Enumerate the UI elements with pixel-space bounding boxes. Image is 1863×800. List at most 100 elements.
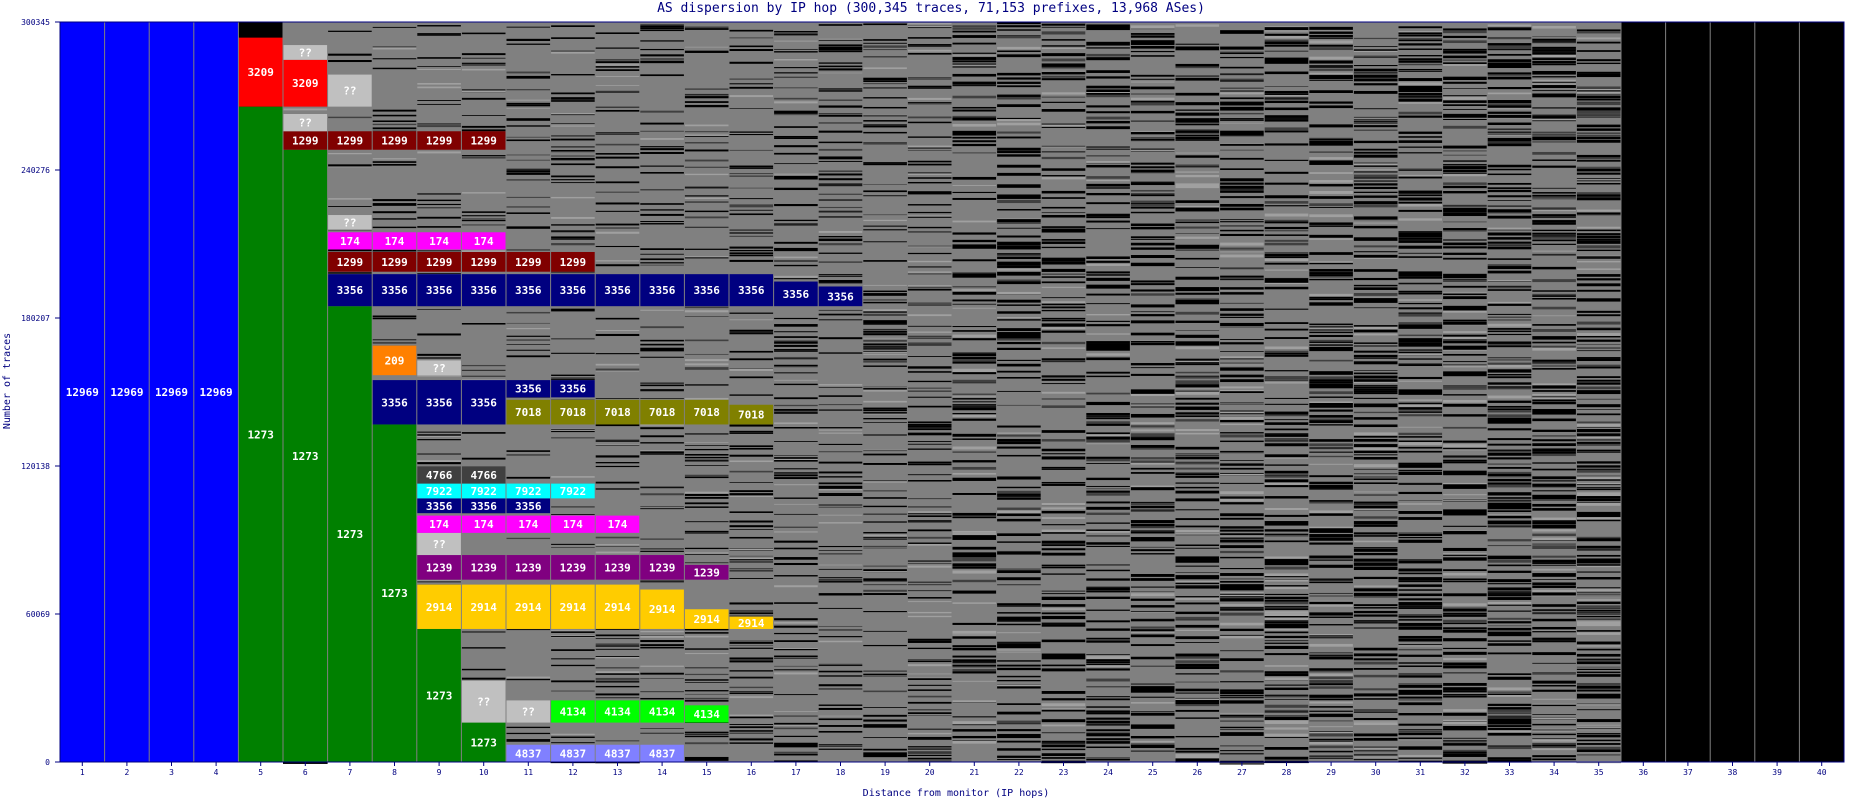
as-stripe: [773, 135, 819, 138]
as-stripe: [1531, 254, 1577, 256]
as-stripe: [1487, 544, 1532, 547]
as-stripe: [1576, 564, 1621, 566]
as-stripe: [952, 338, 997, 341]
as-stripe: [1398, 299, 1443, 301]
as-stripe: [996, 122, 1042, 126]
as-stripe: [1130, 447, 1175, 450]
as-stripe: [1264, 377, 1309, 380]
as-stripe: [506, 226, 551, 229]
as-stripe: [1308, 745, 1354, 749]
as-stripe: [1219, 681, 1265, 683]
as-stripe: [1219, 536, 1265, 539]
as-stripe: [1041, 608, 1086, 611]
as-stripe: [996, 50, 1042, 53]
as-stripe: [1264, 694, 1309, 696]
as-stripe: [818, 178, 863, 181]
segment-hop9-as1299: 1299: [416, 131, 462, 150]
as-stripe: [1308, 172, 1354, 174]
as-segment-label: 1273: [247, 428, 274, 441]
as-stripe: [1308, 668, 1354, 671]
x-tick-label: 26: [1192, 768, 1202, 777]
as-stripe: [595, 181, 640, 184]
as-stripe: [372, 127, 417, 130]
as-stripe: [639, 538, 685, 540]
as-stripe: [1487, 687, 1532, 691]
segment-hop12-as1299: 1299: [550, 251, 596, 272]
as-stripe: [1398, 302, 1443, 305]
as-stripe: [1442, 627, 1488, 630]
as-stripe: [506, 99, 551, 101]
as-stripe: [1487, 373, 1532, 376]
as-stripe: [1219, 106, 1265, 109]
as-stripe: [996, 271, 1042, 274]
as-stripe: [818, 684, 863, 687]
as-stripe: [1219, 32, 1265, 34]
as-stripe: [1353, 350, 1398, 353]
as-stripe: [684, 46, 729, 48]
as-stripe: [1531, 76, 1577, 78]
as-segment-bar: [595, 700, 640, 723]
as-stripe: [996, 201, 1042, 204]
as-stripe: [1130, 280, 1175, 283]
as-stripe: [1353, 354, 1398, 358]
as-stripe: [1353, 614, 1398, 617]
as-segment-bar: [639, 274, 685, 307]
as-stripe: [1308, 706, 1354, 708]
as-stripe: [684, 226, 729, 228]
as-stripe: [595, 329, 640, 331]
as-stripe: [1442, 691, 1488, 693]
as-stripe: [1130, 166, 1175, 169]
as-stripe: [595, 260, 640, 262]
as-stripe: [996, 513, 1042, 517]
as-stripe: [952, 460, 997, 463]
as-stripe: [639, 423, 685, 426]
as-stripe: [1308, 652, 1354, 654]
as-segment-bar: [416, 515, 462, 533]
as-stripe: [506, 206, 551, 208]
as-stripe: [952, 132, 997, 136]
as-stripe: [595, 191, 640, 193]
as-stripe: [952, 655, 997, 658]
as-stripe: [1487, 319, 1532, 321]
as-stripe: [773, 223, 819, 225]
as-stripe: [907, 271, 952, 273]
as-stripe: [1576, 310, 1621, 313]
x-tick-label: 13: [613, 768, 623, 777]
as-stripe: [1085, 423, 1131, 426]
hop-31-column: [1398, 22, 1443, 763]
as-stripe: [996, 220, 1042, 224]
as-stripe: [1041, 109, 1086, 112]
as-stripe: [1531, 306, 1577, 310]
as-stripe: [1041, 502, 1086, 506]
as-stripe: [1264, 613, 1309, 617]
as-stripe: [996, 246, 1042, 250]
as-stripe: [952, 65, 997, 68]
as-stripe: [1531, 315, 1577, 317]
as-stripe: [1175, 624, 1220, 628]
as-stripe: [1353, 169, 1398, 171]
as-stripe: [1308, 293, 1354, 297]
as-stripe: [461, 250, 506, 253]
as-stripe: [952, 244, 997, 247]
as-stripe: [1264, 464, 1309, 466]
as-stripe: [1487, 621, 1532, 624]
as-stripe: [1487, 132, 1532, 134]
as-stripe: [550, 742, 596, 744]
as-stripe: [1576, 632, 1621, 635]
as-stripe: [550, 74, 596, 76]
as-stripe: [1130, 55, 1175, 57]
as-stripe: [1175, 112, 1220, 116]
as-stripe: [1308, 755, 1354, 757]
as-stripe: [729, 204, 774, 207]
as-stripe: [1308, 500, 1354, 502]
as-stripe: [773, 152, 819, 155]
as-segment-bar: [506, 744, 551, 762]
as-stripe: [1308, 415, 1354, 418]
as-stripe: [1576, 379, 1621, 382]
as-stripe: [773, 126, 819, 128]
as-stripe: [1041, 744, 1086, 748]
as-stripe: [1041, 53, 1086, 57]
as-stripe: [1085, 757, 1131, 759]
as-stripe: [729, 612, 774, 615]
as-stripe: [1085, 443, 1131, 445]
